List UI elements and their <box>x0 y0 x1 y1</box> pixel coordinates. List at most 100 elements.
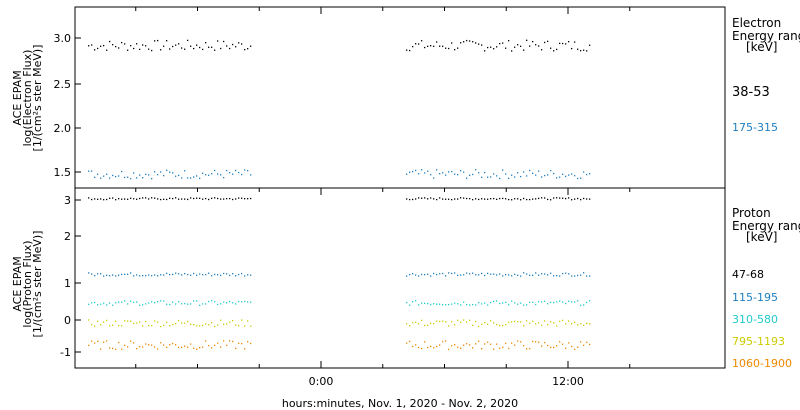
data-point <box>100 198 102 200</box>
data-point <box>235 198 237 200</box>
data-point <box>577 274 579 277</box>
data-point <box>511 199 513 201</box>
data-point <box>517 172 519 174</box>
data-point <box>475 320 477 323</box>
data-point <box>163 274 165 276</box>
data-point <box>565 272 567 274</box>
data-point <box>547 174 549 176</box>
data-point <box>439 303 441 305</box>
data-point <box>211 46 213 48</box>
data-point <box>112 274 114 276</box>
data-point <box>211 197 213 199</box>
data-point <box>91 170 93 172</box>
data-point <box>505 301 507 304</box>
data-point <box>115 275 117 277</box>
data-point <box>463 171 465 173</box>
data-point <box>145 343 147 345</box>
data-point <box>484 343 486 345</box>
data-point <box>112 197 114 199</box>
data-point <box>535 44 537 46</box>
data-point <box>199 304 201 307</box>
data-point <box>490 320 492 322</box>
data-point <box>538 341 540 343</box>
proton-legend-subtitle: Energy ranges <box>732 219 800 233</box>
data-point <box>106 49 108 51</box>
data-point <box>472 324 474 327</box>
data-point <box>493 197 495 200</box>
data-point <box>97 47 99 50</box>
data-point <box>565 302 567 305</box>
data-point <box>130 45 132 47</box>
data-point <box>517 340 519 342</box>
data-point <box>550 301 552 303</box>
data-point <box>574 301 576 303</box>
data-point <box>421 302 423 304</box>
data-point <box>124 176 126 179</box>
data-point <box>529 169 531 172</box>
data-point <box>544 41 546 44</box>
data-point <box>577 177 579 180</box>
data-point <box>520 175 522 178</box>
data-point <box>91 273 93 275</box>
data-point <box>445 304 447 306</box>
data-point <box>544 300 546 302</box>
data-point <box>550 321 552 323</box>
data-point <box>211 173 213 175</box>
data-point <box>490 301 492 304</box>
data-point <box>499 324 501 327</box>
data-point <box>466 39 468 42</box>
data-point <box>172 45 174 48</box>
data-point <box>196 175 198 177</box>
data-point <box>586 173 588 176</box>
data-point <box>553 197 555 199</box>
data-point <box>163 174 165 177</box>
data-point <box>550 272 552 274</box>
data-point <box>493 273 495 275</box>
data-point <box>217 324 219 326</box>
data-point <box>427 198 429 200</box>
data-point <box>517 320 519 323</box>
data-point <box>475 169 477 171</box>
data-point <box>433 347 435 349</box>
data-point <box>508 347 510 350</box>
data-point <box>187 198 189 201</box>
data-point <box>172 273 174 276</box>
data-point <box>235 169 237 172</box>
data-point <box>448 198 450 200</box>
data-point <box>250 325 252 327</box>
data-point <box>229 300 231 303</box>
data-point <box>460 321 462 323</box>
data-point <box>457 346 459 348</box>
data-point <box>106 304 108 306</box>
data-point <box>103 44 105 47</box>
data-point <box>91 198 93 201</box>
data-point <box>217 274 219 276</box>
data-point <box>466 321 468 323</box>
data-point <box>520 321 522 323</box>
data-point <box>133 301 135 303</box>
data-point <box>424 273 426 276</box>
data-point <box>478 43 480 45</box>
data-point <box>478 325 480 328</box>
data-point <box>91 302 93 304</box>
data-point <box>211 321 213 324</box>
electron-legend-title: Electron <box>732 16 781 30</box>
data-point <box>142 44 144 46</box>
data-point <box>526 198 528 201</box>
data-point <box>478 340 480 342</box>
data-point <box>160 171 162 173</box>
data-point <box>472 173 474 176</box>
data-point <box>160 342 162 344</box>
data-point <box>94 325 96 327</box>
data-point <box>589 300 591 302</box>
data-point <box>214 344 216 346</box>
data-point <box>115 320 117 322</box>
data-point <box>199 346 201 349</box>
data-point <box>433 198 435 200</box>
data-point <box>427 346 429 349</box>
data-point <box>466 343 468 345</box>
data-point <box>586 301 588 304</box>
data-point <box>241 342 243 345</box>
data-point <box>481 303 483 305</box>
data-point <box>559 341 561 343</box>
